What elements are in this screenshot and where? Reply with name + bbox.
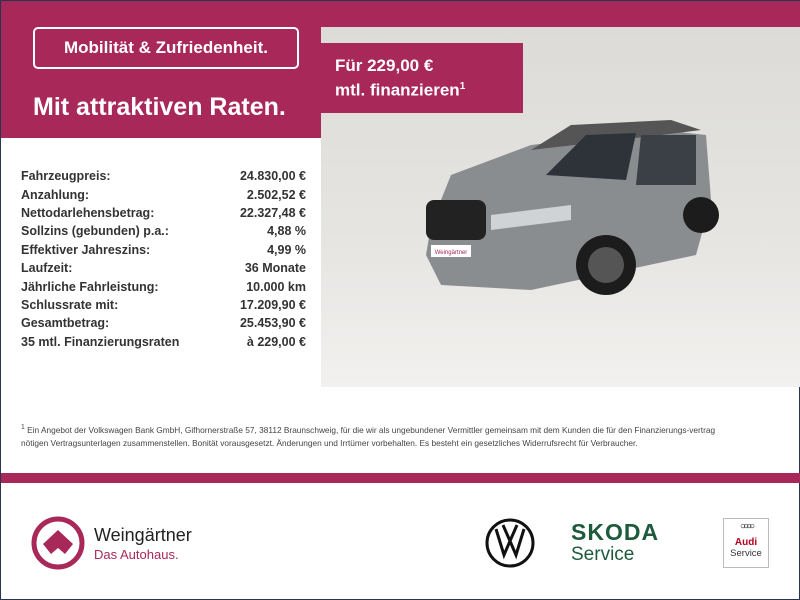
footer-divider [1, 473, 800, 483]
row-value: 36 Monate [244, 261, 306, 276]
audi-rings-icon: ○○○○ [739, 521, 755, 532]
car-image: Weingärtner [426, 120, 719, 295]
row-label: 35 mtl. Finanzierungsraten [21, 334, 180, 349]
vw-logo-icon [485, 518, 535, 568]
page-title: Mit attraktiven Raten. [33, 93, 286, 121]
row-label: Gesamtbetrag: [21, 316, 110, 331]
table-row: Schlussrate mit: 17.209,90 € [21, 296, 306, 314]
row-value: 17.209,90 € [239, 297, 306, 312]
row-value: 4,88 % [267, 224, 306, 239]
table-row: Sollzins (gebunden) p.a.: 4,88 % [21, 222, 306, 240]
skoda-service: Service [571, 544, 635, 565]
headline-block [1, 1, 321, 138]
table-row: 35 mtl. Finanzierungsraten à 229,00 € [21, 333, 306, 351]
footnote-text: Ein Angebot der Volkswagen Bank GmbH, Gi… [21, 424, 716, 448]
audi-service-logo: ○○○○ Audi Service [723, 518, 769, 568]
row-label: Nettodarlehensbetrag: [21, 205, 155, 220]
row-value: 10.000 km [246, 279, 306, 294]
price-line-2: mtl. finanzieren [335, 80, 460, 100]
row-label: Anzahlung: [21, 187, 90, 202]
row-value: 4,99 % [267, 242, 306, 257]
audi-label: Audi [734, 537, 758, 548]
table-row: Laufzeit: 36 Monate [21, 259, 306, 277]
svg-text:Weingärtner: Weingärtner [435, 250, 468, 256]
footnote-mark: 1 [459, 81, 466, 92]
row-value: 24.830,00 € [239, 169, 306, 184]
license-plate [431, 245, 471, 257]
row-value: 25.453,90 € [239, 316, 306, 331]
row-label: Sollzins (gebunden) p.a.: [21, 224, 169, 239]
row-label: Effektiver Jahreszins: [21, 242, 151, 257]
dealer-subtitle: Das Autohaus. [94, 547, 179, 562]
table-row: Anzahlung: 2.502,52 € [21, 185, 306, 203]
dealer-name: Weingärtner [94, 525, 192, 545]
audi-service-label: Service [730, 548, 762, 559]
skoda-logo: SKODA [571, 519, 660, 545]
row-label: Schlussrate mit: [21, 297, 119, 312]
table-row: Gesamtbetrag: 25.453,90 € [21, 314, 306, 332]
row-label: Jährliche Fahrleistung: [21, 279, 159, 294]
price-line-1: Für 229,00 € [335, 56, 434, 75]
row-label: Laufzeit: [21, 261, 73, 276]
row-value: 2.502,52 € [246, 187, 306, 202]
weingaertner-logo-icon [31, 516, 85, 570]
price-box: Für 229,00 € mtl. finanzieren1 [321, 43, 523, 113]
footnote: 1 Ein Angebot der Volkswagen Bank GmbH, … [21, 421, 741, 450]
table-row: Fahrzeugpreis: 24.830,00 € [21, 167, 306, 185]
row-value: 22.327,48 € [239, 205, 306, 220]
table-row: Jährliche Fahrleistung: 10.000 km [21, 277, 306, 295]
footnote-mark: 1 [21, 424, 25, 431]
row-value: à 229,00 € [246, 334, 306, 349]
table-row: Effektiver Jahreszins: 4,99 % [21, 241, 306, 259]
finance-table: Fahrzeugpreis: 24.830,00 € Anzahlung: 2.50… [21, 167, 306, 351]
tagline-badge: Mobilität & Zufriedenheit. [33, 27, 299, 69]
table-row: Nettodarlehensbetrag: 22.327,48 € [21, 204, 306, 222]
row-label: Fahrzeugpreis: [21, 169, 111, 184]
